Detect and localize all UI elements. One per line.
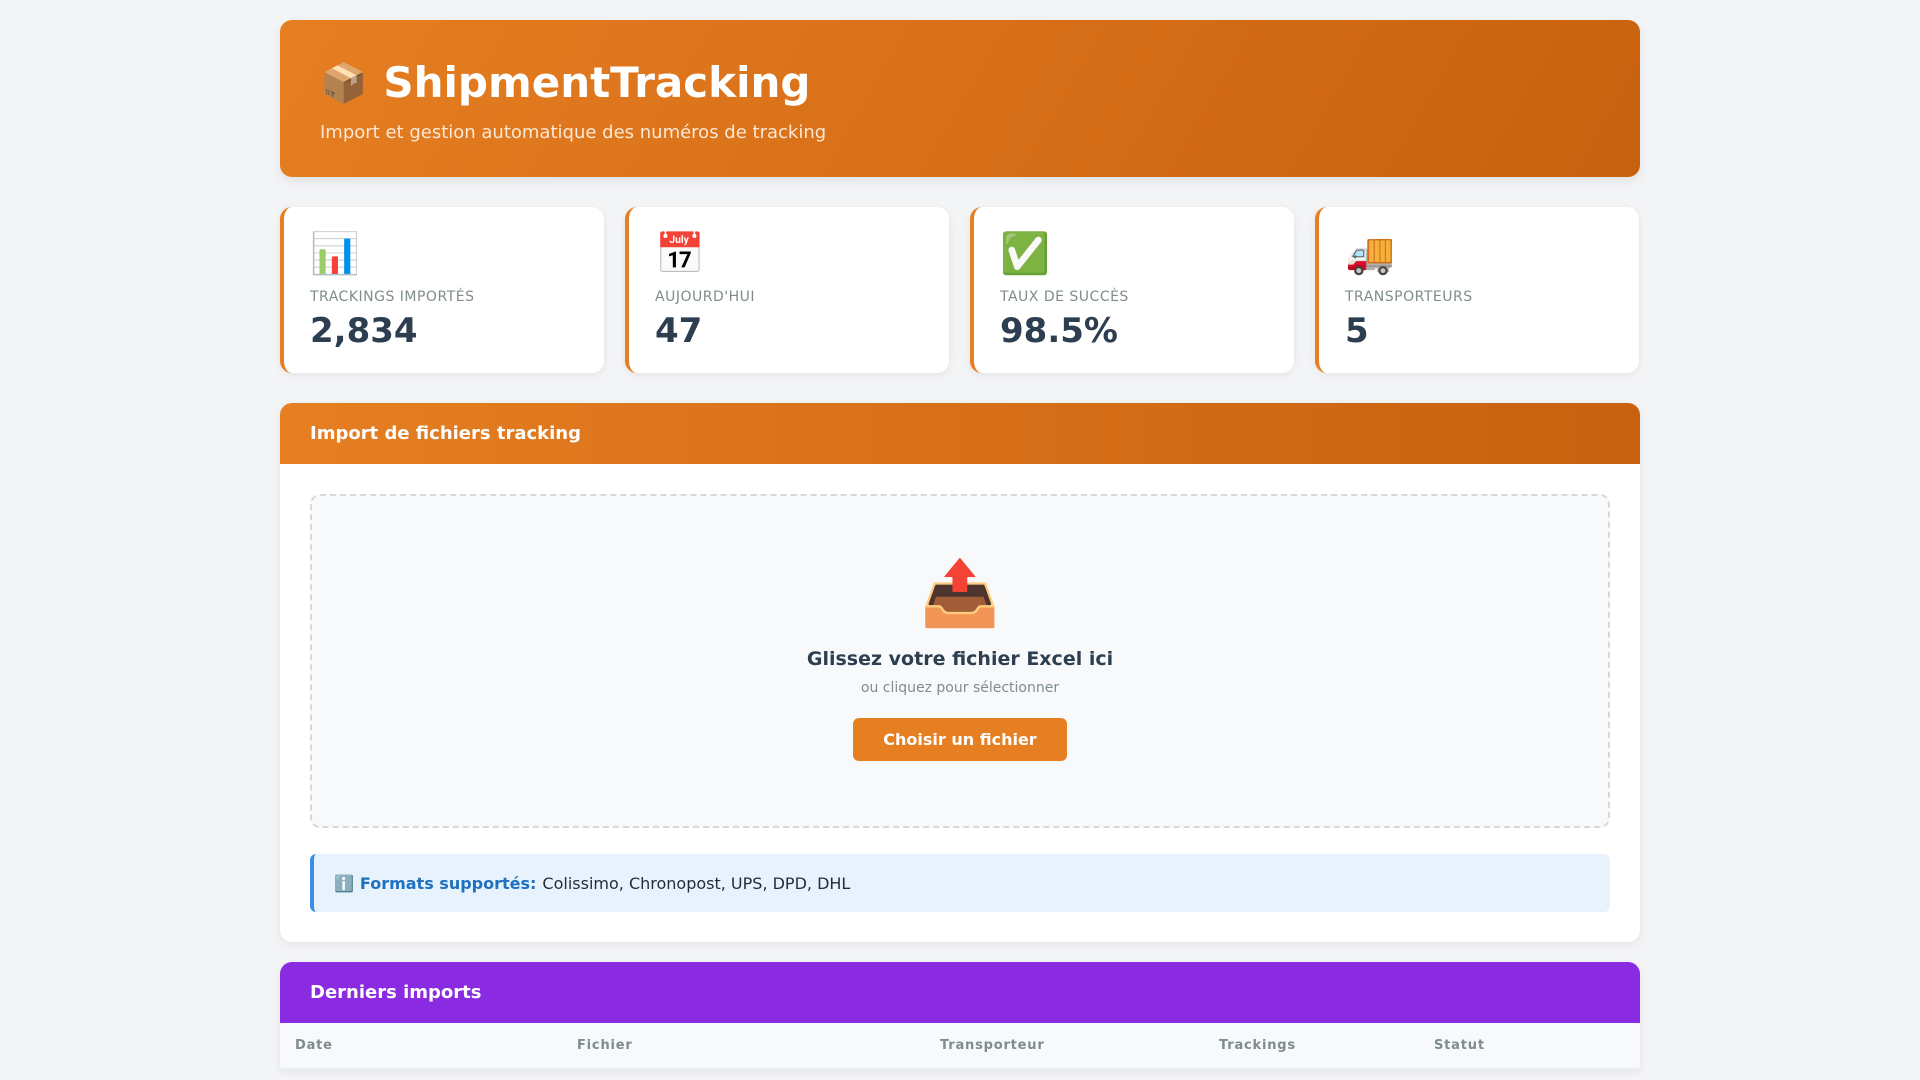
formats-label: Formats supportés: bbox=[359, 873, 537, 893]
recent-imports-card: Derniers imports Date Fichier Transporte… bbox=[280, 962, 1640, 1070]
package-icon: 📦 bbox=[320, 61, 368, 105]
formats-list: Colissimo, Chronopost, UPS, DPD, DHL bbox=[542, 873, 851, 893]
column-header-date: Date bbox=[280, 1023, 562, 1070]
recent-imports-table: Date Fichier Transporteur Trackings Stat… bbox=[280, 1023, 1640, 1070]
column-header-carrier: Transporteur bbox=[925, 1023, 1204, 1070]
stat-card-carriers: 🚚 Transporteurs 5 bbox=[1315, 207, 1639, 373]
stat-value: 2,834 bbox=[310, 311, 418, 351]
stat-card-imported: 📊 Trackings importés 2,834 bbox=[280, 207, 604, 373]
column-header-file: Fichier bbox=[562, 1023, 925, 1070]
truck-icon: 🚚 bbox=[1345, 231, 1395, 277]
stat-label: Aujourd'hui bbox=[655, 289, 755, 305]
column-header-status: Statut bbox=[1419, 1023, 1640, 1070]
stat-label: Taux de succès bbox=[1000, 289, 1129, 305]
stat-label: Trackings importés bbox=[310, 289, 475, 305]
formats-info-box: ℹ️ Formats supportés: Colissimo, Chronop… bbox=[310, 854, 1610, 912]
stat-label: Transporteurs bbox=[1345, 289, 1473, 305]
dropzone-title: Glissez votre fichier Excel ici bbox=[806, 648, 1114, 670]
recent-imports-title: Derniers imports bbox=[280, 962, 1640, 1023]
calendar-icon: 📅 bbox=[655, 231, 705, 277]
stats-row: 📊 Trackings importés 2,834 📅 Aujourd'hui… bbox=[280, 207, 1640, 373]
app-title-text: ShipmentTracking bbox=[383, 58, 811, 107]
dropzone-subtitle: ou cliquez pour sélectionner bbox=[860, 680, 1060, 696]
stat-value: 98.5% bbox=[1000, 311, 1118, 351]
app-subtitle: Import et gestion automatique des numéro… bbox=[320, 122, 827, 143]
file-dropzone[interactable]: 📤 Glissez votre fichier Excel ici ou cli… bbox=[310, 494, 1610, 828]
bar-chart-icon: 📊 bbox=[310, 231, 360, 277]
upload-tray-icon: 📤 bbox=[920, 557, 1000, 631]
stat-card-success-rate: ✅ Taux de succès 98.5% bbox=[970, 207, 1294, 373]
import-card-title: Import de fichiers tracking bbox=[280, 403, 1640, 464]
app-title: 📦 ShipmentTracking bbox=[320, 58, 1600, 108]
import-card: Import de fichiers tracking 📤 Glissez vo… bbox=[280, 403, 1640, 942]
check-icon: ✅ bbox=[1000, 231, 1050, 277]
stat-card-today: 📅 Aujourd'hui 47 bbox=[625, 207, 949, 373]
table-header-row: Date Fichier Transporteur Trackings Stat… bbox=[280, 1023, 1640, 1070]
info-icon: ℹ️ bbox=[334, 873, 354, 893]
choose-file-button[interactable]: Choisir un fichier bbox=[853, 718, 1067, 761]
stat-value: 5 bbox=[1345, 311, 1369, 351]
stat-value: 47 bbox=[655, 311, 703, 351]
import-card-body: 📤 Glissez votre fichier Excel ici ou cli… bbox=[280, 464, 1640, 942]
app-header: 📦 ShipmentTracking Import et gestion aut… bbox=[280, 20, 1640, 177]
column-header-trackings: Trackings bbox=[1204, 1023, 1419, 1070]
page-container: 📦 ShipmentTracking Import et gestion aut… bbox=[280, 20, 1640, 1070]
